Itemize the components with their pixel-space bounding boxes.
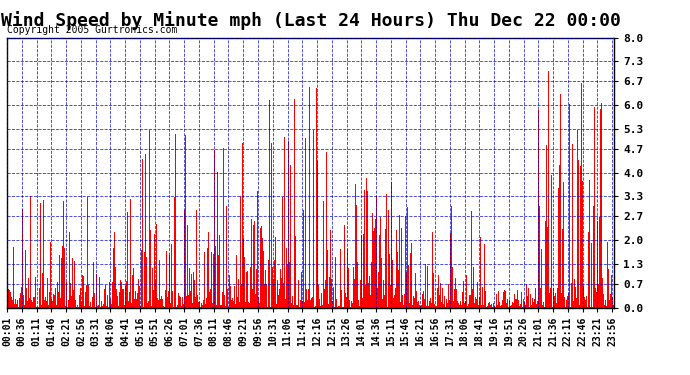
Text: Copyright 2005 Gurtronics.com: Copyright 2005 Gurtronics.com	[7, 25, 177, 35]
Text: Wind Speed by Minute mph (Last 24 Hours) Thu Dec 22 00:00: Wind Speed by Minute mph (Last 24 Hours)…	[1, 11, 620, 30]
